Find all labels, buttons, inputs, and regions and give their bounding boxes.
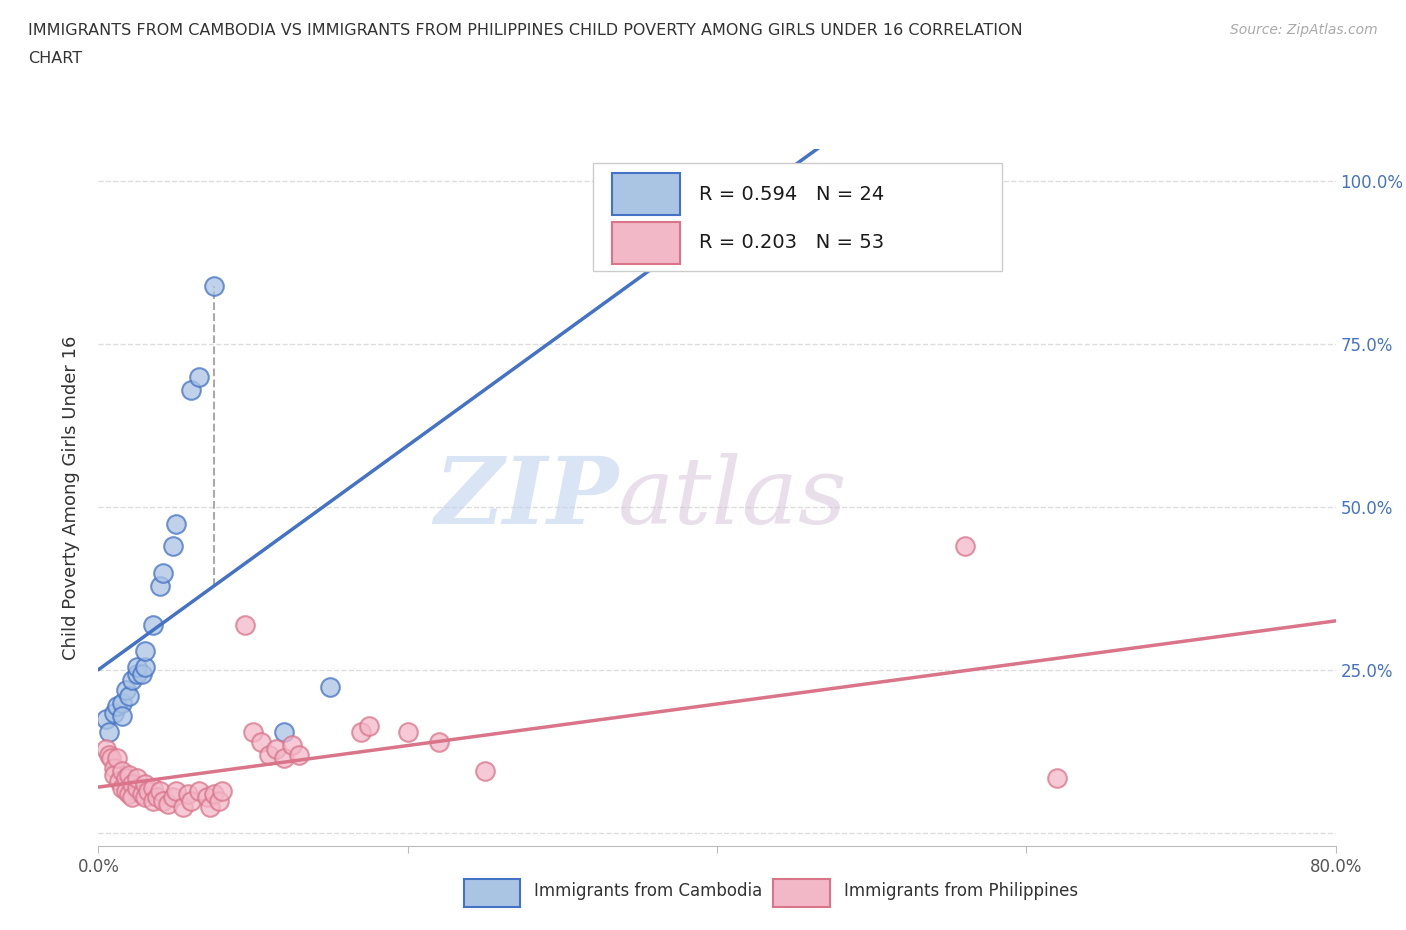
Point xyxy=(100,751,122,765)
Point xyxy=(195,790,218,804)
Point xyxy=(204,787,226,802)
Point xyxy=(127,666,149,681)
Point xyxy=(118,689,141,704)
Point xyxy=(134,777,156,791)
Point xyxy=(105,751,128,765)
Point xyxy=(96,741,118,756)
Point xyxy=(273,724,295,739)
Point xyxy=(396,724,419,739)
Point xyxy=(427,735,450,750)
Point xyxy=(273,751,295,765)
Point xyxy=(127,780,149,795)
FancyBboxPatch shape xyxy=(593,163,1001,271)
Point xyxy=(208,793,231,808)
Point xyxy=(98,748,121,763)
Text: CHART: CHART xyxy=(28,51,82,66)
Point xyxy=(111,780,134,795)
Point xyxy=(134,659,156,674)
Point xyxy=(319,679,342,694)
Point xyxy=(118,767,141,782)
Point xyxy=(146,790,169,804)
Point xyxy=(115,683,138,698)
Point xyxy=(149,578,172,593)
FancyBboxPatch shape xyxy=(612,222,681,264)
Point xyxy=(266,741,288,756)
Point xyxy=(350,724,373,739)
Text: R = 0.594   N = 24: R = 0.594 N = 24 xyxy=(699,185,884,204)
Point xyxy=(131,787,153,802)
Point xyxy=(198,800,221,815)
Point xyxy=(188,783,211,798)
Point xyxy=(157,796,180,811)
Point xyxy=(115,783,138,798)
Point xyxy=(180,382,202,397)
Point xyxy=(111,764,134,778)
Point xyxy=(162,539,184,554)
Point xyxy=(103,767,125,782)
Text: Source: ZipAtlas.com: Source: ZipAtlas.com xyxy=(1230,23,1378,37)
Point xyxy=(953,539,976,554)
Point xyxy=(127,659,149,674)
Point xyxy=(257,748,280,763)
Point xyxy=(152,793,174,808)
Point xyxy=(103,705,125,720)
Point xyxy=(107,774,129,789)
Point xyxy=(281,737,304,752)
Point xyxy=(1046,770,1069,785)
Point xyxy=(111,696,134,711)
Point xyxy=(149,783,172,798)
Point xyxy=(177,787,200,802)
Text: atlas: atlas xyxy=(619,453,848,542)
Point xyxy=(162,790,184,804)
Point xyxy=(142,780,165,795)
Point xyxy=(111,709,134,724)
Point xyxy=(136,783,159,798)
Point xyxy=(235,618,257,632)
Point xyxy=(180,793,202,808)
Point xyxy=(118,787,141,802)
Point xyxy=(121,672,143,687)
Point xyxy=(134,790,156,804)
Point xyxy=(121,777,143,791)
Text: IMMIGRANTS FROM CAMBODIA VS IMMIGRANTS FROM PHILIPPINES CHILD POVERTY AMONG GIRL: IMMIGRANTS FROM CAMBODIA VS IMMIGRANTS F… xyxy=(28,23,1022,38)
Text: ZIP: ZIP xyxy=(434,453,619,542)
Point xyxy=(131,666,153,681)
Point xyxy=(211,783,233,798)
Text: Immigrants from Philippines: Immigrants from Philippines xyxy=(844,882,1078,900)
Point xyxy=(115,770,138,785)
Y-axis label: Child Poverty Among Girls Under 16: Child Poverty Among Girls Under 16 xyxy=(62,336,80,659)
Point xyxy=(242,724,264,739)
Point xyxy=(165,516,187,531)
Point xyxy=(204,278,226,293)
Text: Immigrants from Cambodia: Immigrants from Cambodia xyxy=(534,882,762,900)
Text: R = 0.203   N = 53: R = 0.203 N = 53 xyxy=(699,233,883,252)
Point xyxy=(142,793,165,808)
Point xyxy=(98,724,121,739)
Point xyxy=(152,565,174,580)
Point xyxy=(121,790,143,804)
Point xyxy=(142,618,165,632)
Point xyxy=(288,748,311,763)
Point xyxy=(357,718,380,733)
Point xyxy=(127,770,149,785)
FancyBboxPatch shape xyxy=(612,173,681,215)
Point xyxy=(105,698,128,713)
Point xyxy=(173,800,195,815)
Point xyxy=(188,369,211,384)
Point xyxy=(96,711,118,726)
Point xyxy=(103,761,125,776)
Point xyxy=(474,764,496,778)
Point xyxy=(134,644,156,658)
Point xyxy=(165,783,187,798)
Point xyxy=(250,735,273,750)
